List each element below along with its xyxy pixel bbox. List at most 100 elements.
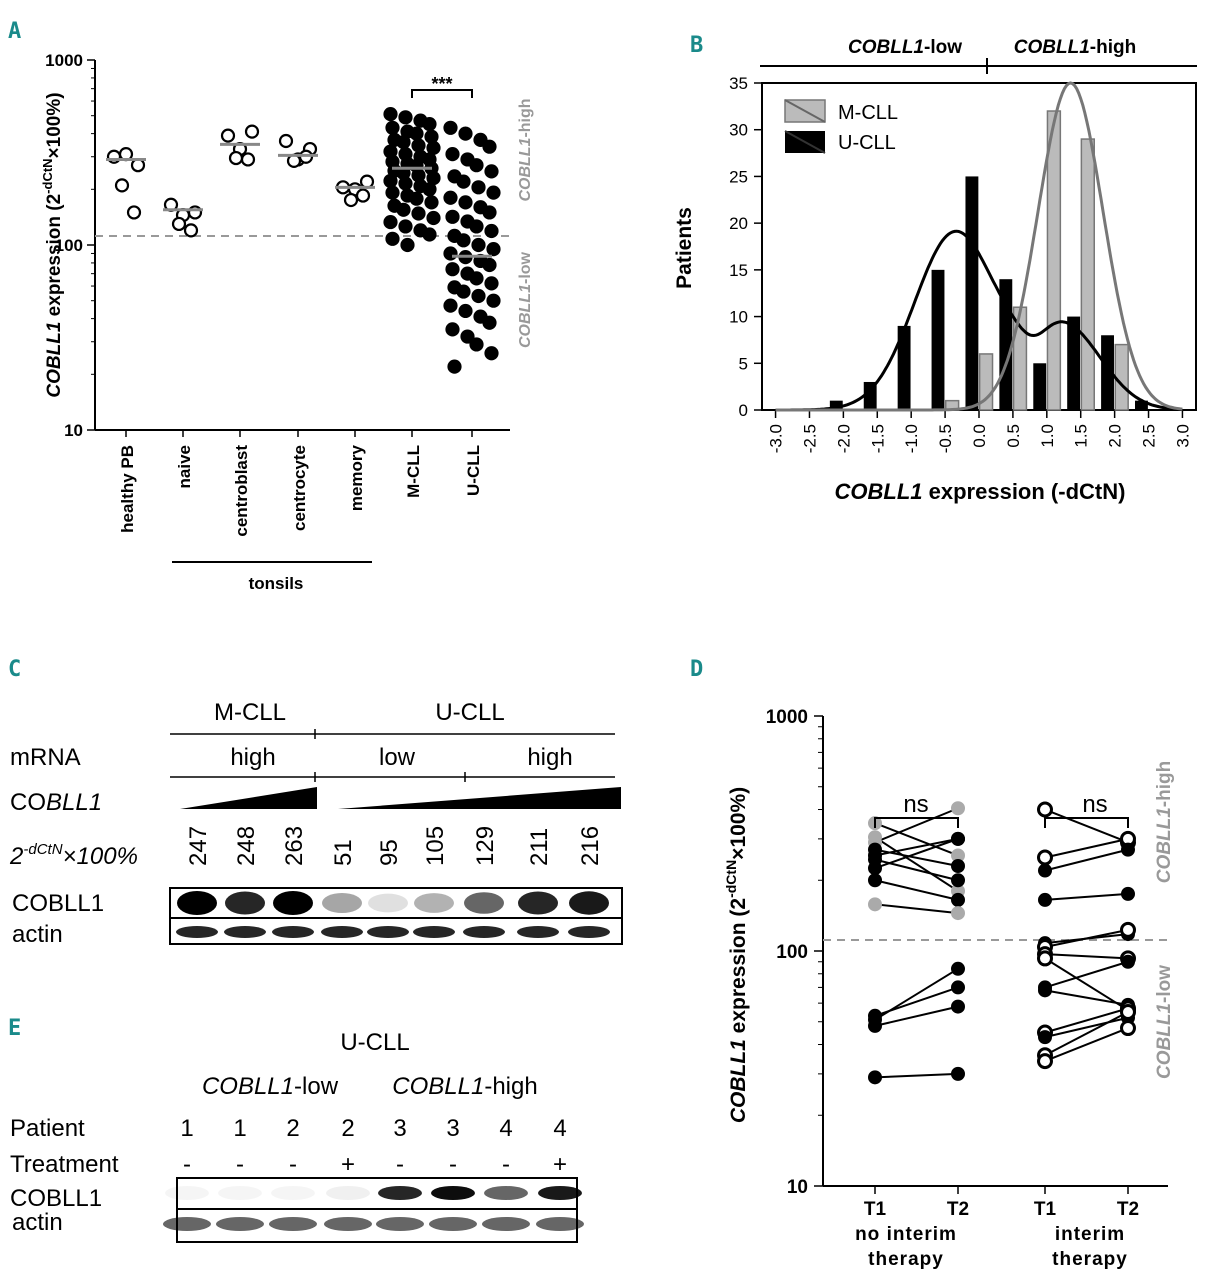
panel-a-point [220,128,236,143]
panel-d-pair-line [1044,808,1129,844]
panel-e-treatment-mark: + [553,1151,567,1178]
panel-a-point [469,158,484,173]
panel-e-band-cobll1 [484,1186,528,1200]
panel-b-x-tick-label: 2.5 [1140,424,1159,448]
panel-c-band-actin [176,926,218,938]
panel-a-point [411,138,426,153]
panel-e-low-header: COBLL1-low [202,1073,339,1100]
panel-d-y-tick-label: 10 [787,1177,808,1198]
panel-b-x-tick-label: 1.0 [1038,424,1057,448]
panel-e-letter: E [8,1016,21,1041]
panel-d-point [951,1066,965,1081]
panel-b-bar-ucll [897,325,911,410]
panel-b-low-title: COBLL1-low [848,37,962,58]
panel-d-pair-line [1044,1007,1129,1034]
panel-a-point [385,231,400,246]
panel-c-band-cobll1 [322,892,362,914]
panel-a-point [443,190,458,205]
panel-b-x-tick-label: 0.0 [970,424,989,448]
panel-b-x-tick-label: 1.5 [1072,424,1091,448]
panel-b-y-label: Patients [673,207,696,289]
panel-e-band-actin [536,1217,584,1231]
panel-b-y-tick-label: 0 [739,401,748,420]
panel-c-wedge-ucll [338,787,621,809]
panel-c-band-actin [517,926,559,938]
panel-e-patient-number: 3 [446,1115,459,1142]
panel-e-patient-number: 1 [233,1115,246,1142]
legend-line-mcll [784,99,826,123]
panel-e-treatment-mark: + [341,1151,355,1178]
panel-a-point [482,315,497,330]
panel-d-point [1121,842,1135,857]
panel-a-letter: A [8,19,21,44]
panel-c-expression-value: 51 [330,839,357,866]
panel-c-wedge-mcll [180,787,317,809]
panel-a-point [482,257,497,273]
panel-c-band-cobll1 [518,891,558,915]
panel-d-pair-line [874,1072,959,1079]
panel-a-point [422,227,437,242]
panel-e-high-header: COBLL1-high [392,1073,537,1100]
panel-a-point [385,120,400,135]
panel-b-x-ticks: -3.0 -2.5 -2.0 -1.5 -1.0 -0.5 0.0 0.5 1.0 1.5 2.0 2… [767,410,1192,453]
panel-e-band-cobll1 [431,1186,475,1200]
panel-d-y-ticks: 10 100 1000 [766,707,823,1198]
panel-d-point [951,999,965,1014]
panel-d-pair-line [874,822,959,857]
panel-c-band-cobll1 [569,891,609,915]
panel-b-x-tick-label: -3.0 [767,424,786,453]
panel-a-medians [106,142,492,258]
panel-c-expr-label: 2-dCtN×100% [9,841,138,870]
panel-a-point [445,262,460,277]
panel-a-point [486,185,501,200]
panel-c-expression-value: 263 [281,826,308,866]
panel-a-category-label: naive [175,445,194,488]
panel-c-expression-value: 105 [422,826,449,866]
panel-b-bar-mcll [1114,343,1129,411]
panel-d-pair-line [874,879,959,901]
panel-a-point [443,298,458,313]
panel-e-lane-labels: 1 - 1 - 2 - 2 +3 - 3 - 4 - 4 + [180,1115,567,1178]
panel-a-point [187,205,203,220]
panel-a-point [484,223,499,239]
panel-d-point [1121,954,1135,969]
panel-e-patient-number: 3 [393,1115,406,1142]
panel-e-patient-number: 1 [180,1115,193,1142]
panel-d-point [1037,950,1053,967]
panel-a-point [443,120,458,135]
panel-a-tonsils-label: tonsils [249,574,304,593]
panel-c-blot-actin: actin [12,921,63,948]
panel-a-point [422,182,437,197]
panel-d-point [1120,1004,1136,1021]
panel-e-band-cobll1 [271,1186,315,1200]
panel-b-y-tick-label: 30 [729,121,748,140]
panel-b-y-ticks: 0 5 10 15 20 25 30 35 [729,74,762,420]
panel-a-point [228,150,244,166]
panel-a-y-tick-label: 1000 [45,51,83,70]
panel-a-point [469,219,484,234]
panel-b-y-tick-label: 20 [729,214,748,233]
panel-d-pair-line [1044,1027,1129,1063]
panel-b-density-curves [775,81,1183,412]
panel-b-x-tick-label: 0.5 [1004,424,1023,448]
panel-e-patient-number: 2 [286,1115,299,1142]
panel-d-x-tick-label: T1 [864,1199,887,1220]
panel-a-point [383,106,398,122]
panel-d-point [951,892,965,907]
panel-a-point [114,178,130,193]
panel-a-point [456,233,471,248]
panel-a-significance: *** [431,74,452,94]
panel-b: B COBLL1-low COBLL1-high 05101520253035 … [673,33,1197,504]
panel-a-point [396,134,411,150]
panel-e-treatment-mark: - [396,1151,404,1178]
panel-d-pair-line [1044,1011,1129,1057]
panel-c-mrna-high-m: high [230,744,275,771]
panel-b-bar-ucll [829,400,843,410]
panel-d: D 10 100 1000 COBLL1 expression (2-dCtN×10… [690,657,1175,1270]
panel-d-point [868,897,882,912]
panel-a-point [383,214,398,230]
legend-label-mcll: M-CLL [838,102,898,124]
panel-a-point [445,322,460,337]
panel-a-point [398,176,413,191]
panel-a-point [398,110,413,125]
